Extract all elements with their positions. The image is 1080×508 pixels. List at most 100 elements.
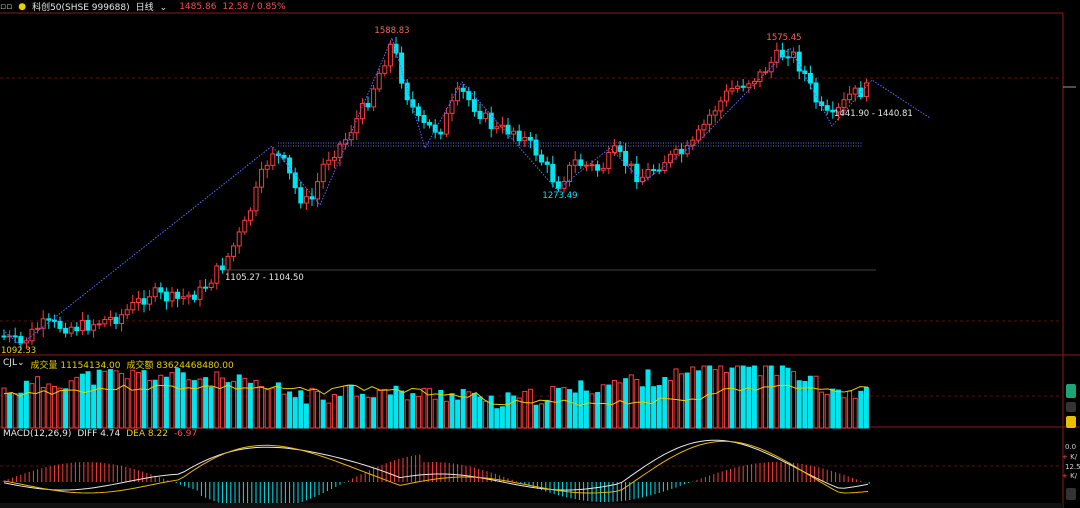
volume-bar: [841, 397, 847, 429]
instrument-title[interactable]: 科创50(SHSE 999688): [32, 3, 130, 13]
volume-bar: [12, 393, 18, 429]
volume-bar: [606, 384, 612, 429]
volume-ma-line: [3, 384, 869, 407]
candle-body: [219, 265, 225, 271]
candle-body: [309, 196, 315, 200]
volume-bar: [802, 380, 808, 429]
candle-body: [471, 99, 477, 112]
candle-body: [410, 99, 416, 108]
volume-bar: [113, 370, 119, 429]
amount-text: 成交额 83624468480.00: [126, 361, 234, 371]
candle-body: [1, 335, 7, 338]
volume-bar: [270, 387, 276, 429]
volume-bar: [91, 384, 97, 429]
period-selector[interactable]: 日线 ⌄: [135, 3, 168, 13]
volume-bar: [74, 376, 80, 429]
candle-body: [527, 136, 533, 141]
candle-body: [466, 90, 472, 101]
candle-body: [729, 87, 735, 92]
candle-body: [343, 139, 349, 145]
candle-body: [555, 181, 561, 189]
volume-bar: [147, 379, 153, 429]
volume-bar: [651, 386, 657, 429]
volume-bar: [595, 392, 601, 429]
candle-body: [135, 298, 141, 304]
candle-body: [421, 114, 427, 124]
candle-body: [51, 319, 57, 322]
volume-bar: [555, 387, 561, 429]
volume-bar: [471, 392, 477, 429]
volume-bar: [85, 371, 91, 429]
candle-body: [651, 169, 657, 172]
candle-body: [533, 139, 539, 156]
candle-body: [287, 157, 293, 174]
candle-body: [785, 56, 791, 59]
volume-bar: [438, 389, 444, 429]
side-collapse-button[interactable]: [1066, 384, 1076, 398]
volume-bar: [544, 399, 550, 429]
volume-bar: [96, 369, 102, 429]
side-gauge-bottom: [1066, 416, 1076, 428]
volume-bar: [79, 373, 85, 429]
volume-bar: [68, 380, 74, 429]
candle-body: [460, 87, 466, 92]
volume-bar: [628, 374, 634, 429]
volume-bar: [303, 403, 309, 429]
candle-body: [628, 163, 634, 166]
volume-bar: [253, 379, 259, 429]
volume-bar: [835, 389, 841, 429]
volume-bar: [511, 395, 517, 429]
volume-indicator-name[interactable]: CJL⌄: [3, 358, 25, 368]
candle-body: [662, 162, 668, 171]
candle-body: [175, 291, 181, 299]
volume-bar: [634, 378, 640, 429]
candle-body: [712, 110, 718, 116]
volume-bar: [421, 387, 427, 429]
dea-text: DEA 8.22: [126, 429, 168, 439]
right-value-2: 12.5: [1065, 463, 1080, 471]
candle-body: [488, 112, 494, 130]
candle-body: [707, 114, 713, 125]
candle-body: [774, 49, 780, 63]
candle-body: [169, 291, 175, 302]
candle-body: [550, 163, 556, 183]
volume-bar: [309, 387, 315, 429]
candle-body: [85, 319, 91, 331]
volume-bar: [499, 406, 505, 429]
candle-body: [79, 319, 85, 332]
volume-bar: [410, 393, 416, 429]
candle-body: [191, 294, 197, 300]
volume-bar: [135, 372, 141, 429]
candle-body: [427, 122, 433, 126]
candle-body: [746, 83, 752, 88]
menu-dots-icon[interactable]: ▫▫: [0, 1, 13, 12]
candle-body: [18, 336, 24, 344]
volume-bar: [751, 365, 757, 429]
volume-bar: [348, 384, 354, 429]
candle-body: [847, 93, 853, 101]
volume-bar: [830, 388, 836, 429]
volume-bar: [561, 387, 567, 429]
candle-body: [483, 112, 489, 120]
candle-body: [236, 231, 242, 247]
volume-bar: [763, 365, 769, 429]
side-scroll-handle[interactable]: [1066, 488, 1076, 500]
macd-indicator-name[interactable]: MACD(12,26,9): [3, 429, 72, 439]
volume-bar: [292, 397, 298, 429]
volume-bar: [231, 380, 237, 429]
candle-body: [96, 323, 102, 326]
candle-body: [455, 87, 461, 102]
volume-bar: [236, 374, 242, 429]
volume-bar: [169, 372, 175, 429]
diff-text: DIFF 4.74: [77, 429, 121, 439]
volume-bar: [337, 395, 343, 429]
candle-body: [634, 163, 640, 183]
volume-bar: [639, 386, 645, 429]
candle-body: [124, 309, 130, 316]
candle-body: [214, 265, 220, 284]
price-change: 12.58 / 0.85%: [222, 1, 286, 12]
volume-bar: [18, 392, 24, 429]
candle-body: [275, 153, 281, 156]
right-label-1: + K/: [1062, 453, 1078, 461]
